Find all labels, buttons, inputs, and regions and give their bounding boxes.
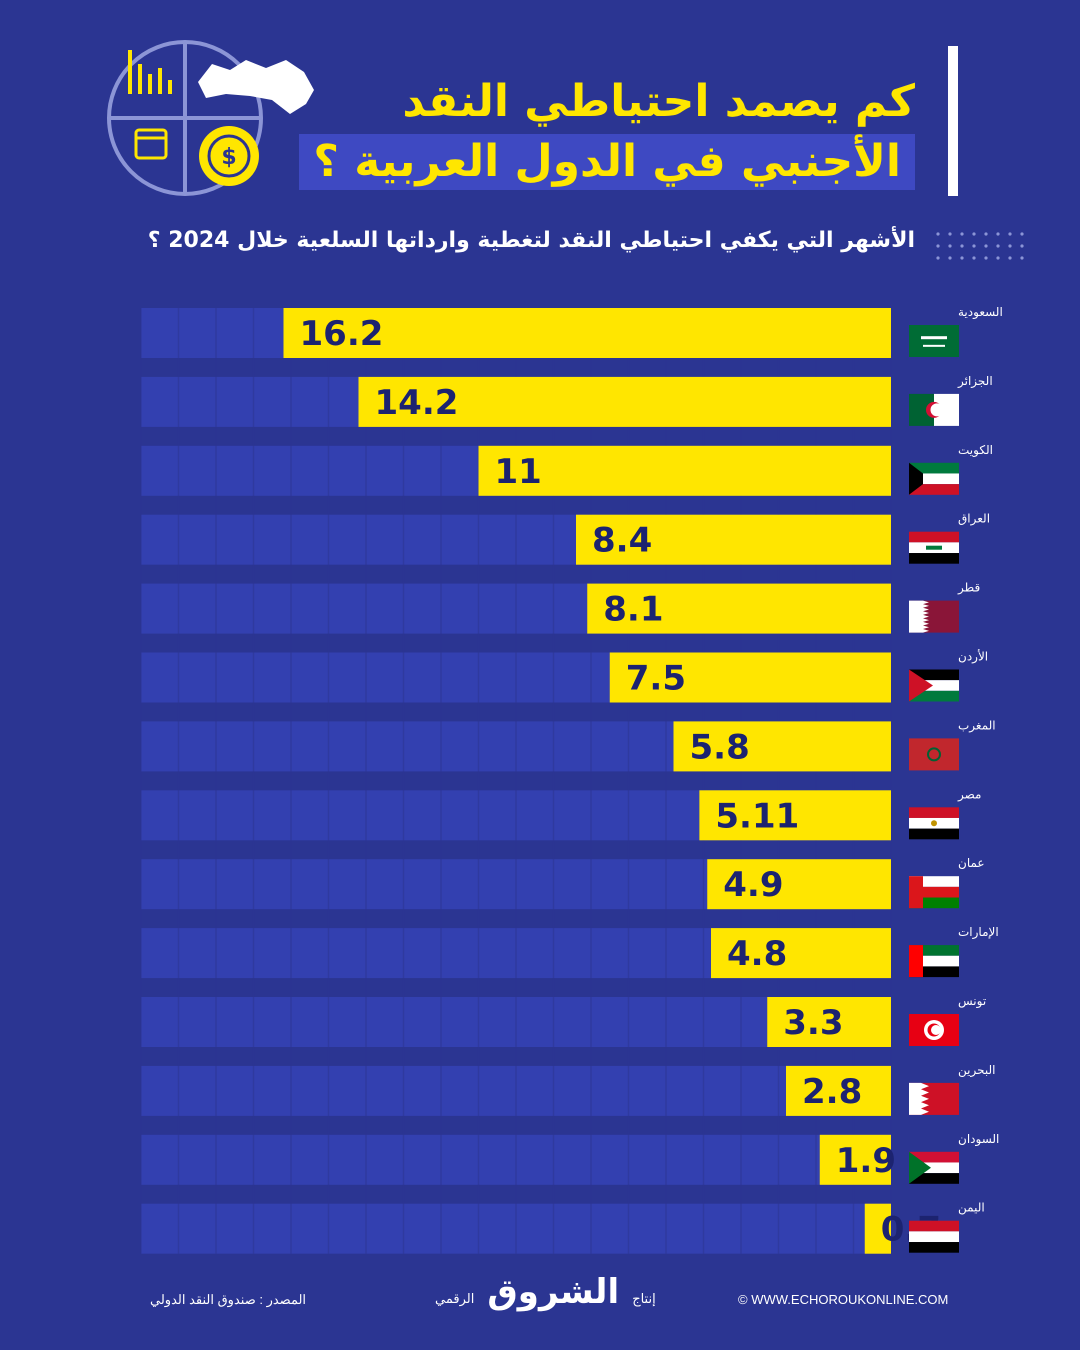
chart-subtitle: الأشهر التي يكفي احتياطي النقد لتغطية وا… (147, 228, 915, 253)
flag-sudan-icon (909, 1151, 959, 1184)
data-label: 3.3 (783, 1003, 843, 1043)
flag-jordan-icon (909, 669, 959, 702)
page-title-line-1: كم يصمد احتياطي النقد (402, 76, 915, 127)
flag-uae-icon (909, 945, 959, 978)
flag-bahrain-icon (909, 1082, 959, 1115)
data-label: 14.2 (375, 383, 459, 423)
category-label: العراق (958, 512, 990, 527)
category-label: عمان (958, 856, 985, 870)
flag-egypt-icon (909, 807, 959, 840)
flag-kuwait-icon (909, 462, 959, 495)
decorative-dots (936, 232, 1024, 260)
data-label: 4.9 (723, 865, 783, 905)
digital-label: الرقمي (435, 1292, 475, 1307)
bar (478, 445, 891, 496)
data-label: 5.8 (690, 727, 750, 767)
category-label: السودان (958, 1132, 999, 1147)
category-label: البحرين (958, 1063, 995, 1078)
data-label: 8.4 (592, 521, 652, 561)
flag-iraq-icon (909, 531, 959, 564)
category-label: تونس (958, 994, 986, 1009)
bar (673, 721, 891, 772)
bar (358, 376, 891, 427)
bar (283, 308, 891, 358)
category-label: الأردن (958, 649, 988, 665)
flag-yemen-icon (909, 1220, 959, 1253)
brand-logo: إنتاج الشروق الرقمي (435, 1272, 656, 1312)
flag-algeria-icon (909, 393, 959, 426)
source-note: المصدر : صندوق النقد الدولي (150, 1292, 307, 1307)
bar (711, 928, 891, 979)
bar (864, 1203, 891, 1254)
category-label: الجزائر (957, 374, 993, 389)
category-label: قطر (957, 581, 980, 596)
data-label: 16.2 (300, 314, 384, 354)
bar (587, 583, 891, 634)
data-label: 8.1 (603, 590, 663, 630)
data-label: 5.11 (715, 796, 799, 836)
bar (707, 859, 891, 910)
category-label: اليمن (958, 1201, 985, 1216)
production-label: إنتاج (632, 1292, 656, 1307)
category-label: الكويت (958, 443, 993, 458)
finance-emblem-icon: $ (107, 40, 314, 196)
page-title-line-2: الأجنبي في الدول العربية ؟ (299, 134, 915, 190)
category-label: المغرب (958, 718, 996, 733)
flag-oman-icon (909, 876, 959, 909)
data-label: 1.9 (836, 1141, 896, 1181)
flag-saudi-arabia-icon (909, 325, 959, 357)
bar (786, 1065, 891, 1116)
website-link[interactable]: © WWW.ECHOROUKONLINE.COM (738, 1292, 949, 1307)
bar (767, 997, 891, 1047)
data-label: 11 (495, 452, 542, 492)
bar (576, 514, 891, 565)
data-label: 4.8 (727, 934, 787, 974)
category-label: الإمارات (958, 925, 999, 940)
flag-morocco-icon (909, 738, 959, 771)
bar (699, 790, 891, 841)
flag-tunisia-icon (909, 1014, 959, 1046)
data-label: 7.5 (626, 659, 686, 699)
svg-text:$: $ (221, 145, 236, 170)
bar (609, 652, 891, 703)
brand-name: الشروق (487, 1272, 620, 1312)
data-label: 2.8 (802, 1072, 862, 1112)
category-label: مصر (957, 787, 981, 802)
flag-qatar-icon (909, 600, 959, 633)
title-accent-bar (948, 46, 958, 196)
bar (819, 1134, 891, 1185)
category-label: السعودية (958, 305, 1003, 320)
